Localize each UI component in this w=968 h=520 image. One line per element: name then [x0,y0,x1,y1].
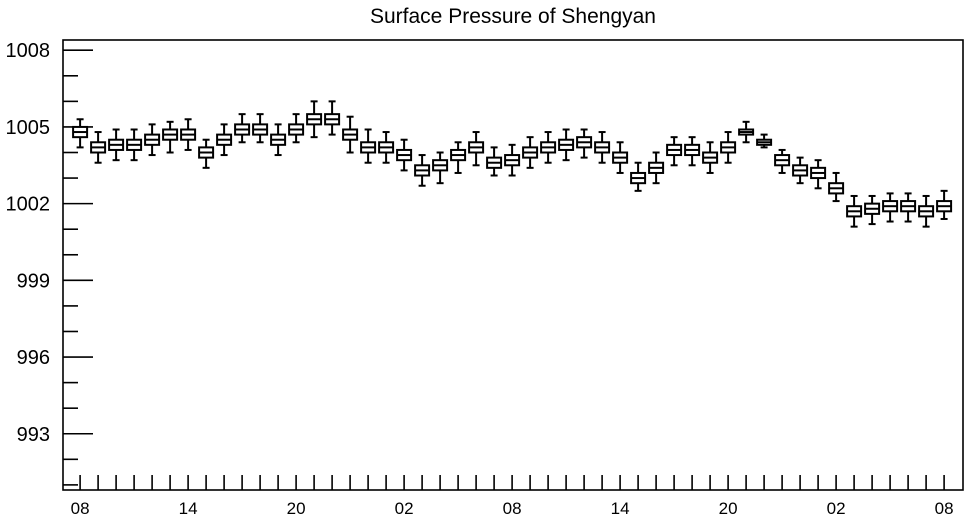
box-plot-item [756,133,773,149]
x-tick-label: 20 [287,499,306,518]
box-plot-item [198,138,215,169]
box-plot-item [342,115,359,154]
box-plot-item [270,123,287,157]
box-plot-item [774,148,791,174]
box-plot-item [306,100,323,139]
box-plot-item [900,192,917,223]
y-tick-label: 1008 [6,40,51,62]
x-tick-label: 20 [719,499,738,518]
box-plot-item [540,131,557,164]
box-plot-item [180,118,197,151]
box-plot-item [216,123,233,157]
y-tick-label: 1002 [6,194,51,216]
box-plot-item [648,151,665,185]
x-tick-label: 08 [935,499,954,518]
y-tick-label: 1005 [6,117,51,139]
box-plot-item [936,189,953,220]
box-plot-item [234,113,251,144]
x-tick-label: 14 [179,499,198,518]
y-tick-label: 993 [17,424,50,446]
box-plot-item [126,128,143,162]
y-tick-label: 999 [17,270,50,292]
y-tick-label: 996 [17,347,50,369]
box-plot-item [918,194,935,228]
box-plot-item [396,138,413,172]
box-plot-item [684,136,701,167]
box-plot-item [558,128,575,162]
x-tick-label: 14 [611,499,630,518]
box-series [72,100,953,228]
box-plot-item [720,131,737,164]
box-plot-item [864,194,881,226]
plot-frame [62,39,964,491]
box-plot-item [162,120,179,154]
box-plot-item [360,128,377,164]
box-plot-item [486,146,503,177]
x-tick-label: 08 [71,499,90,518]
box-plot-item [612,141,629,174]
box-plot-item [576,128,593,159]
box-plot-item [252,113,269,144]
chart-title: Surface Pressure of Shengyan [370,5,656,28]
x-tick-label: 02 [395,499,414,518]
box-plot-item [882,192,899,223]
box-plot-item [738,120,755,144]
box-plot-item [432,151,449,185]
box-plot-item [90,131,107,164]
box-plot-item [324,100,341,136]
box-plot-item [828,171,845,203]
box-plot-item [378,131,395,164]
box-plot-item [468,131,485,167]
box-plot-item [702,141,719,174]
box-plot-item [288,113,305,144]
x-axis: 08 14 20 02 08 14 20 02 08 [71,475,954,518]
box-plot-item [630,161,647,192]
y-axis: 1008 1005 1002 999 996 993 [6,40,93,486]
box-plot-item [666,136,683,167]
box-plot-item [810,159,827,190]
x-tick-label: 08 [503,499,522,518]
box-plot-item [522,136,539,169]
box-plot-item [414,154,431,187]
box-plot-item [594,131,611,164]
x-tick-label: 02 [827,499,846,518]
box-plot-item [792,156,809,185]
box-plot-item [72,118,89,149]
box-plot-item [108,128,125,162]
box-plot-item [846,194,863,228]
box-plot-item [504,143,521,177]
box-plot-item [450,141,467,174]
box-plot-item [144,123,161,157]
